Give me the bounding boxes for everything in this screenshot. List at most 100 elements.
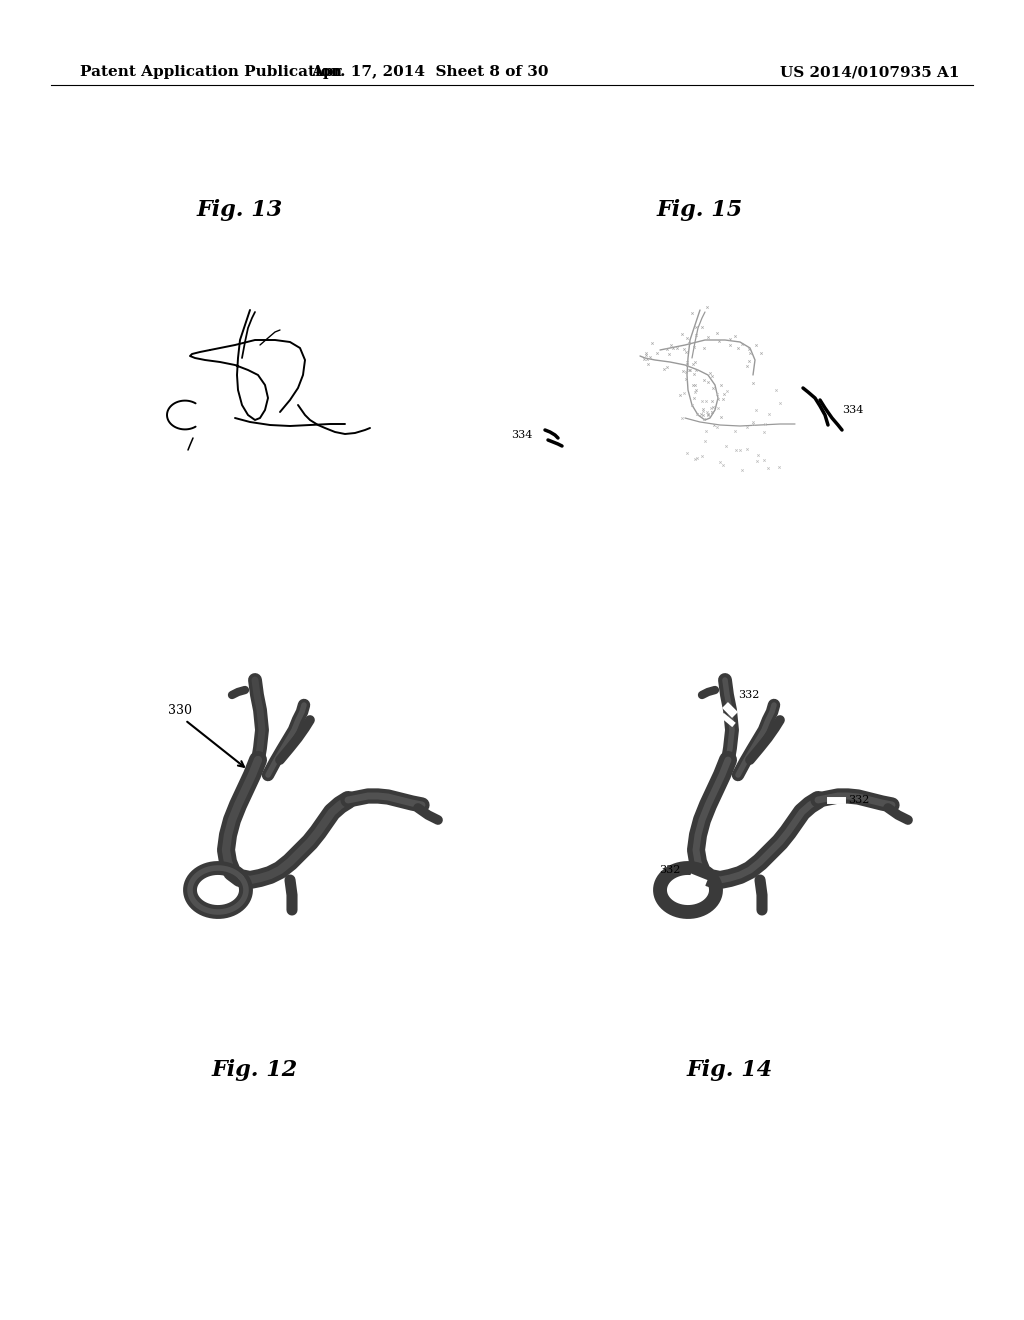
Point	[693, 403, 710, 424]
Point	[688, 379, 705, 400]
Point	[676, 383, 692, 404]
Point	[734, 459, 751, 480]
Point	[702, 397, 719, 418]
Point	[705, 378, 721, 399]
Text: Fig. 12: Fig. 12	[212, 1059, 298, 1081]
Point	[686, 337, 702, 358]
Point	[679, 351, 695, 372]
Point	[738, 355, 755, 376]
Point	[733, 333, 750, 354]
Point	[710, 397, 726, 418]
Point	[689, 403, 706, 424]
Point	[742, 342, 759, 363]
Point	[694, 397, 711, 418]
Point	[771, 393, 787, 414]
Point	[694, 317, 711, 338]
Point	[703, 391, 720, 412]
Point	[694, 391, 711, 412]
Point	[639, 348, 655, 370]
Point	[700, 326, 717, 347]
Point	[705, 401, 721, 422]
Point	[748, 334, 764, 355]
Point	[713, 375, 729, 396]
Point	[761, 403, 777, 424]
Text: 334: 334	[842, 405, 863, 414]
Point	[659, 338, 676, 359]
Point	[688, 325, 705, 346]
Point	[679, 327, 695, 348]
Point	[738, 438, 755, 459]
Point	[686, 363, 702, 384]
Point	[722, 335, 738, 356]
Point	[753, 342, 769, 363]
Point	[688, 447, 705, 469]
Text: Apr. 17, 2014  Sheet 8 of 30: Apr. 17, 2014 Sheet 8 of 30	[311, 65, 549, 79]
Point	[696, 409, 713, 430]
Point	[684, 302, 700, 323]
Point	[695, 370, 712, 391]
Text: US 2014/0107935 A1: US 2014/0107935 A1	[780, 65, 961, 79]
Point	[636, 348, 652, 370]
Text: 332: 332	[738, 690, 760, 700]
Point	[638, 342, 654, 363]
Point	[715, 454, 731, 475]
Point	[665, 338, 681, 359]
Point	[688, 359, 705, 380]
Point	[696, 430, 713, 451]
Point	[687, 449, 703, 470]
Point	[756, 450, 772, 471]
Point	[685, 354, 701, 375]
Point	[682, 359, 698, 380]
Point	[640, 354, 656, 375]
Point	[678, 362, 694, 383]
Point	[711, 331, 727, 352]
Point	[642, 346, 658, 367]
Point	[676, 338, 692, 359]
Point	[705, 396, 721, 417]
Point	[727, 420, 743, 441]
Point	[741, 339, 758, 360]
Point	[669, 337, 685, 358]
Text: Patent Application Publication: Patent Application Publication	[80, 65, 342, 79]
Point	[727, 326, 743, 347]
Point	[710, 417, 726, 438]
Point	[709, 383, 725, 404]
Point	[748, 400, 764, 421]
Point	[710, 388, 726, 409]
Point	[680, 333, 696, 354]
Point	[663, 335, 679, 356]
Text: Fig. 14: Fig. 14	[687, 1059, 773, 1081]
Point	[679, 444, 695, 465]
Point	[660, 343, 677, 364]
Point	[679, 355, 695, 376]
Text: 332: 332	[848, 795, 869, 805]
Point	[701, 363, 718, 384]
Point	[760, 458, 776, 479]
Point	[674, 408, 690, 429]
Point	[699, 401, 716, 422]
Point	[698, 421, 715, 442]
Point	[750, 445, 766, 466]
Point	[771, 457, 787, 478]
Point	[756, 421, 772, 442]
Point	[703, 366, 720, 387]
Point	[672, 384, 688, 405]
Point	[740, 350, 757, 371]
Point	[687, 375, 703, 396]
Text: Fig. 15: Fig. 15	[656, 199, 743, 220]
Text: 334: 334	[512, 430, 534, 440]
Point	[678, 368, 694, 389]
Point	[767, 379, 783, 400]
Point	[744, 372, 761, 393]
Point	[638, 345, 654, 366]
Point	[732, 440, 749, 461]
Point	[719, 380, 735, 401]
Point	[697, 391, 714, 412]
Point	[695, 400, 712, 421]
Point	[681, 359, 697, 380]
Point	[721, 329, 737, 350]
Point	[718, 436, 734, 457]
Point	[703, 401, 720, 422]
Point	[728, 440, 744, 461]
Point	[738, 417, 755, 438]
